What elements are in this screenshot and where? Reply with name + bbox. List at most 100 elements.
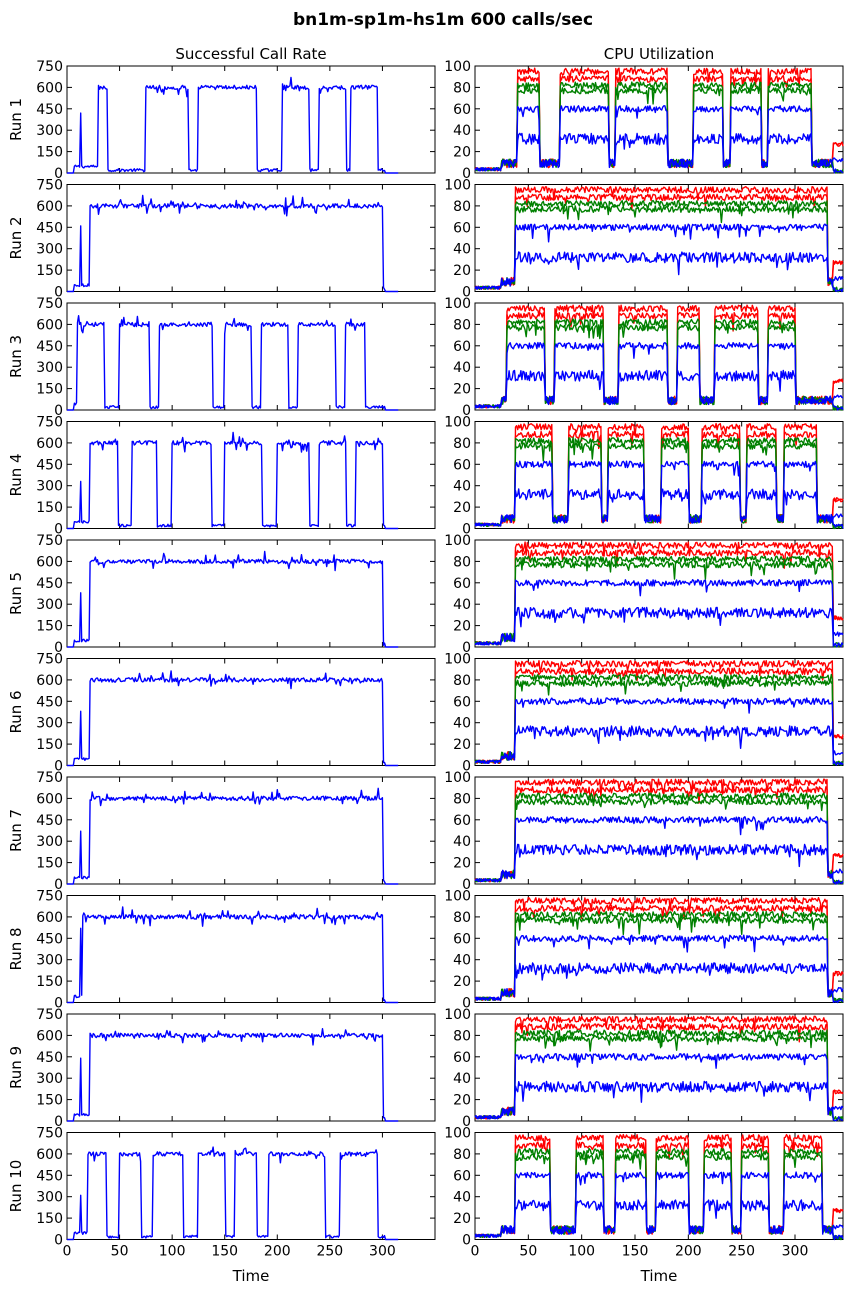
y-tick-label: 40 xyxy=(453,834,471,850)
y-tick-label: 60 xyxy=(453,931,471,947)
y-tick-label: 450 xyxy=(36,576,63,592)
y-tick-label: 40 xyxy=(453,1190,471,1206)
y-tick-label: 80 xyxy=(453,673,471,689)
x-tick-label: 250 xyxy=(728,1244,755,1260)
call-rate-panel: 0 150 300 450 600 750 0 50 100 150 200 250 300 Run 10 xyxy=(7,1126,436,1260)
y-tick-label: 60 xyxy=(453,1050,471,1066)
cpu-panel: 0 20 40 60 80 100 xyxy=(444,770,844,893)
y-tick-label: 750 xyxy=(36,652,63,668)
y-tick-label: 60 xyxy=(453,339,471,355)
cpu-line-green xyxy=(474,199,844,293)
call-rate-line xyxy=(67,315,399,411)
call-rate-line xyxy=(67,76,399,174)
y-tick-label: 80 xyxy=(453,554,471,570)
cpu-panel: 0 20 40 60 80 100 xyxy=(444,415,844,538)
x-tick-label: 100 xyxy=(159,1244,186,1260)
y-tick-label: 80 xyxy=(453,199,471,215)
y-tick-label: 600 xyxy=(36,436,63,452)
y-tick-label: 450 xyxy=(36,339,63,355)
y-tick-label: 20 xyxy=(453,1093,471,1109)
run-label: Run 1 xyxy=(7,98,25,141)
y-tick-label: 80 xyxy=(453,436,471,452)
call-rate-panel: 0 150 300 450 600 750 Run 4 xyxy=(7,415,436,538)
cpu-line-green xyxy=(474,205,844,292)
cpu-line-green xyxy=(474,679,844,766)
plot-frame xyxy=(474,1013,844,1122)
y-tick-label: 0 xyxy=(54,522,63,538)
cpu-line-blue xyxy=(474,251,844,293)
plot-frame xyxy=(66,302,436,411)
plot-frame xyxy=(474,895,844,1003)
y-tick-label: 0 xyxy=(462,522,471,538)
cpu-line-green xyxy=(474,673,844,766)
y-tick-label: 150 xyxy=(36,382,63,398)
cpu-panel: 0 20 40 60 80 100 xyxy=(444,178,844,301)
cpu-panel: 0 20 40 60 80 100 xyxy=(444,1007,844,1130)
y-tick-label: 0 xyxy=(54,1233,63,1249)
y-tick-label: 80 xyxy=(453,1147,471,1163)
y-tick-label: 0 xyxy=(462,1233,471,1249)
plot-frame xyxy=(66,658,436,766)
y-tick-label: 100 xyxy=(444,652,471,668)
y-tick-label: 0 xyxy=(462,1114,471,1130)
y-tick-label: 750 xyxy=(36,770,63,786)
call-rate-line xyxy=(67,906,399,1004)
y-tick-label: 20 xyxy=(453,500,471,516)
cpu-line-red xyxy=(474,786,844,883)
call-rate-line xyxy=(67,431,399,530)
y-tick-label: 100 xyxy=(444,59,471,75)
call-rate-panel: 0 150 300 450 600 750 Run 2 xyxy=(7,178,436,301)
y-tick-label: 40 xyxy=(453,242,471,258)
cpu-line-green xyxy=(474,560,844,648)
cpu-line-green xyxy=(474,797,844,885)
cpu-line-red xyxy=(474,778,844,883)
run-label: Run 7 xyxy=(7,809,25,852)
call-rate-panel: 0 150 300 450 600 750 Run 8 xyxy=(7,889,436,1012)
y-tick-label: 600 xyxy=(36,910,63,926)
x-tick-label: 200 xyxy=(675,1244,702,1260)
cpu-line-green xyxy=(474,910,844,1003)
cpu-panel: 0 20 40 60 80 100 xyxy=(444,652,844,775)
y-tick-label: 60 xyxy=(453,813,471,829)
plot-frame xyxy=(474,65,844,174)
y-tick-label: 750 xyxy=(36,296,63,312)
x-tick-label: 250 xyxy=(316,1244,343,1260)
cpu-line-blue xyxy=(474,578,844,646)
call-rate-line xyxy=(67,1146,399,1241)
call-rate-panel: 0 150 300 450 600 750 Run 3 xyxy=(7,296,436,419)
cpu-line-red xyxy=(474,667,844,764)
y-tick-label: 80 xyxy=(453,791,471,807)
y-tick-label: 0 xyxy=(54,640,63,656)
y-tick-label: 600 xyxy=(36,1147,63,1163)
y-tick-label: 600 xyxy=(36,791,63,807)
cpu-line-green xyxy=(475,916,844,1003)
y-tick-label: 0 xyxy=(54,1114,63,1130)
cpu-line-green xyxy=(474,318,844,411)
cpu-line-blue xyxy=(474,725,844,766)
cpu-line-green xyxy=(474,1034,844,1122)
y-tick-label: 300 xyxy=(36,834,63,850)
cpu-line-red xyxy=(474,541,844,646)
y-tick-label: 20 xyxy=(453,382,471,398)
x-tick-label: 0 xyxy=(63,1244,72,1260)
y-tick-label: 300 xyxy=(36,716,63,732)
y-tick-label: 450 xyxy=(36,694,63,710)
cpu-line-red xyxy=(474,186,844,290)
cpu-line-blue xyxy=(474,369,844,411)
y-tick-label: 20 xyxy=(453,737,471,753)
run-label: Run 4 xyxy=(7,453,25,496)
y-tick-label: 150 xyxy=(36,737,63,753)
y-tick-label: 80 xyxy=(453,1028,471,1044)
cpu-line-green xyxy=(474,1153,844,1240)
x-tick-label: 0 xyxy=(471,1244,480,1260)
y-tick-label: 40 xyxy=(453,953,471,969)
figure-title: bn1m-sp1m-hs1m 600 calls/sec xyxy=(293,10,593,30)
cpu-line-blue xyxy=(474,697,844,764)
call-rate-line xyxy=(67,670,399,767)
y-tick-label: 450 xyxy=(36,220,63,236)
plot-frame xyxy=(66,776,436,885)
call-rate-line xyxy=(67,1028,399,1122)
y-tick-label: 100 xyxy=(444,415,471,431)
y-tick-label: 150 xyxy=(36,856,63,872)
y-tick-label: 750 xyxy=(36,533,63,549)
